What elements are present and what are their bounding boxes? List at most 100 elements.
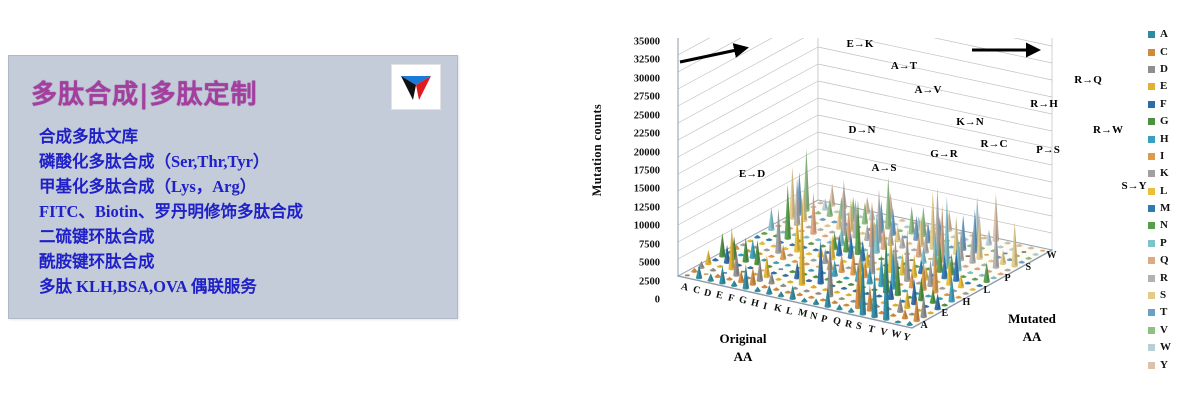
cone-bar — [796, 292, 803, 297]
floor-cell-marker — [741, 270, 746, 273]
legend-swatch-icon — [1148, 222, 1155, 230]
legend-item-N[interactable]: N — [1148, 217, 1192, 234]
promo-line-3: 甲基化多肽合成（Lys，Arg） — [39, 177, 257, 196]
cone-bar — [964, 281, 972, 285]
floor-cell-marker — [722, 272, 727, 274]
promo-line-4: FITC、Biotin、罗丹明修饰多肽合成 — [39, 202, 304, 221]
floor-cell-marker — [1040, 249, 1045, 252]
legend-item-M[interactable]: M — [1148, 200, 1192, 217]
cone-bar — [784, 184, 791, 240]
cone-bar — [843, 276, 850, 280]
cone-bar — [766, 284, 773, 295]
cone-bar — [920, 294, 927, 319]
legend-item-H[interactable]: H — [1148, 130, 1192, 147]
legend-swatch-icon — [1148, 309, 1155, 317]
floor-cell-marker — [984, 253, 989, 256]
legend-item-V[interactable]: V — [1148, 322, 1192, 339]
y-axis-title: Mutation counts — [590, 104, 604, 197]
cone-bar — [812, 298, 820, 306]
cone-bar — [981, 263, 988, 267]
cone-bar — [901, 289, 909, 293]
cone-bar — [691, 267, 698, 273]
legend-label: Y — [1160, 358, 1168, 371]
legend-label: P — [1160, 236, 1167, 249]
y-tick-label: 30000 — [633, 73, 660, 85]
legend-swatch-icon — [1148, 152, 1155, 160]
legend-swatch-icon — [1148, 135, 1155, 143]
legend-swatch-icon — [1148, 274, 1155, 282]
legend-item-Q[interactable]: Q — [1148, 252, 1192, 269]
floor-cell-marker — [853, 263, 858, 265]
legend-item-E[interactable]: E — [1148, 78, 1192, 95]
cone-bar — [1006, 258, 1014, 262]
floor-cell-marker — [965, 255, 971, 257]
cone-bar — [768, 207, 775, 232]
floor-cell-marker — [834, 264, 840, 267]
cone-bar — [962, 264, 969, 268]
grid-line — [817, 97, 1053, 149]
cone-bar — [780, 283, 787, 288]
annotation-P-to-S: P→S — [1036, 144, 1060, 156]
cone-bar — [822, 287, 829, 292]
promo-service-list: 合成多肽文库 磷酸化多肽合成（Ser,Thr,Tyr） 甲基化多肽合成（Lys，… — [39, 124, 447, 299]
cone-bar — [819, 217, 826, 221]
x-axis-title: Original AA — [688, 330, 798, 366]
grid-line — [853, 38, 1053, 81]
cone-bar — [854, 262, 862, 310]
legend-item-Y[interactable]: Y — [1148, 356, 1192, 373]
legend-label: T — [1160, 306, 1168, 319]
cone-bar — [1004, 268, 1011, 272]
legend-item-A[interactable]: A — [1148, 26, 1192, 43]
cone-bar — [913, 297, 920, 323]
cone-bar — [695, 265, 703, 280]
axis-edge-front-right — [911, 249, 1053, 329]
legend-item-R[interactable]: R — [1148, 269, 1192, 286]
legend-label: L — [1160, 184, 1168, 197]
legend-item-C[interactable]: C — [1148, 43, 1192, 60]
legend-item-I[interactable]: I — [1148, 148, 1192, 165]
legend-swatch-icon — [1148, 239, 1155, 247]
legend-item-K[interactable]: K — [1148, 165, 1192, 182]
legend-item-L[interactable]: L — [1148, 183, 1192, 200]
legend-item-S[interactable]: S — [1148, 287, 1192, 304]
cone-bar — [733, 250, 740, 277]
cone-bar — [925, 294, 932, 298]
grid-line — [677, 63, 819, 141]
cone-bar — [814, 238, 822, 242]
promo-line-7: 多肽 KLH,BSA,OVA 偶联服务 — [39, 277, 257, 296]
floor-cell-marker — [928, 257, 933, 260]
cone-bar — [826, 198, 833, 218]
cone-bar — [707, 273, 714, 282]
cone-bar — [974, 267, 981, 271]
legend-item-P[interactable]: P — [1148, 235, 1192, 252]
y-tick-label: 12500 — [633, 202, 660, 214]
cone-bar — [726, 276, 733, 281]
cone-bar — [836, 234, 843, 257]
cone-bar — [962, 291, 969, 295]
legend-swatch-icon — [1148, 31, 1155, 39]
cone-bar — [957, 274, 965, 289]
cone-bar — [969, 230, 976, 264]
floor-cell-marker — [1021, 251, 1027, 253]
cone-bar — [737, 270, 745, 284]
z-axis-category-E: E — [941, 308, 949, 320]
cone-bar — [927, 311, 934, 315]
legend-label: G — [1160, 115, 1169, 128]
cone-bar — [747, 266, 754, 270]
legend-item-F[interactable]: F — [1148, 96, 1192, 113]
cone-bar — [939, 286, 946, 290]
legend-item-D[interactable]: D — [1148, 61, 1192, 78]
grid-line — [817, 182, 1053, 234]
cone-bar — [892, 303, 899, 307]
legend-swatch-icon — [1148, 48, 1155, 56]
legend-item-G[interactable]: G — [1148, 113, 1192, 130]
legend-item-T[interactable]: T — [1148, 304, 1192, 321]
grid-line — [817, 46, 1053, 98]
z-axis-category-H: H — [962, 296, 971, 308]
company-logo — [391, 64, 441, 110]
cone-bar — [890, 313, 897, 317]
y-tick-label: 5000 — [639, 257, 660, 269]
legend-item-W[interactable]: W — [1148, 339, 1192, 356]
cone-bar — [871, 270, 878, 319]
cone-bar — [992, 225, 1000, 269]
